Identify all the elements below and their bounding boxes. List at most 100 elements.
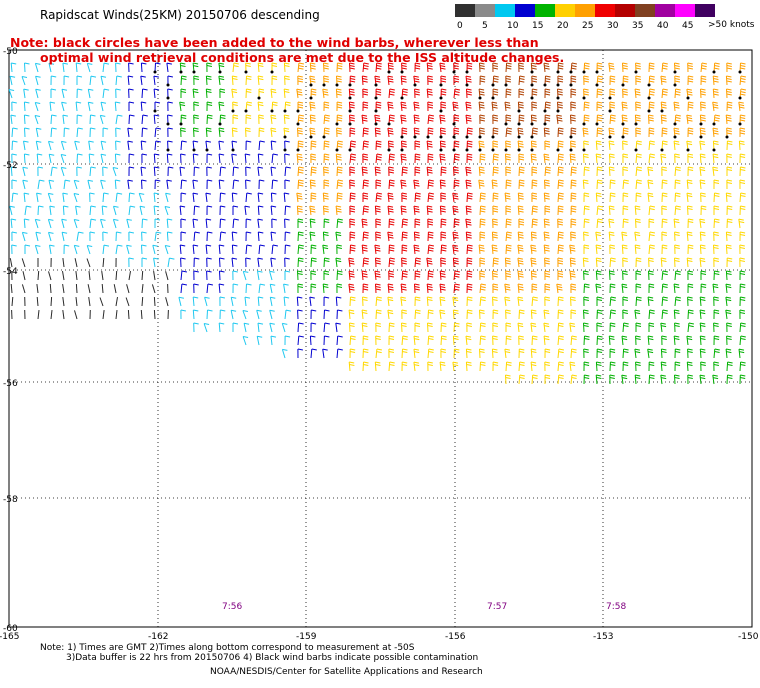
barb-flag: [493, 257, 499, 260]
barb-flag: [714, 312, 720, 314]
barb-flag: [687, 65, 693, 67]
barb-flag: [701, 78, 707, 80]
barb-shaft: [270, 232, 273, 242]
barb-flag: [687, 93, 693, 96]
barb-flag: [363, 288, 369, 291]
wind-barb: [154, 218, 161, 228]
barb-shaft: [674, 88, 677, 99]
wind-barb: [269, 322, 275, 333]
barb-flag: [311, 244, 317, 247]
barb-flag: [363, 179, 369, 182]
wind-barb: [101, 271, 104, 281]
barb-flag: [193, 153, 199, 156]
barb-flag: [726, 130, 732, 132]
barb-flag: [284, 153, 290, 156]
barb-flag: [415, 62, 421, 65]
contamination-dot: [452, 148, 456, 152]
barb-flag: [323, 75, 329, 78]
barb-flag: [583, 273, 589, 275]
barb-flag: [323, 192, 329, 195]
barb-flag: [713, 322, 719, 325]
barb-shaft: [348, 284, 351, 294]
wind-barb: [349, 231, 356, 242]
wind-barb: [465, 218, 472, 229]
barb-flag: [609, 130, 615, 133]
barb-flag: [466, 119, 472, 122]
barb-flag: [739, 244, 745, 247]
barb-flag: [557, 117, 563, 120]
wind-barb: [622, 62, 628, 73]
wind-barb: [310, 270, 316, 281]
barb-shaft: [530, 231, 533, 242]
barb-shaft: [453, 270, 456, 281]
barb-flag: [584, 119, 590, 122]
barb-flag: [649, 143, 655, 145]
contamination-dot: [452, 122, 456, 126]
barb-shaft: [86, 245, 91, 255]
wind-barb: [115, 62, 121, 73]
barb-flag: [726, 67, 732, 70]
barb-flag: [415, 197, 421, 200]
barb-flag: [623, 218, 629, 221]
barb-flag: [453, 114, 460, 117]
barb-shaft: [582, 257, 585, 268]
barb-flag: [571, 335, 577, 338]
wind-barb: [478, 127, 485, 139]
wind-barb: [621, 114, 628, 126]
barb-flag: [349, 179, 355, 182]
barb-flag: [662, 88, 668, 91]
barb-shaft: [712, 284, 715, 294]
barb-flag: [622, 143, 628, 145]
barb-flag: [635, 80, 641, 83]
barb-flag: [505, 309, 511, 312]
wind-barb: [557, 179, 564, 190]
wind-barb: [492, 218, 498, 229]
barb-flag: [492, 299, 498, 301]
wind-barb: [725, 192, 732, 203]
wind-barb: [75, 62, 82, 73]
barb-shaft: [530, 258, 533, 268]
wind-barb: [139, 205, 146, 216]
barb-flag: [740, 114, 746, 117]
barb-flag: [636, 156, 642, 158]
barb-shaft: [258, 244, 261, 255]
barb-shaft: [231, 192, 234, 203]
barb-flag: [518, 249, 524, 252]
wind-barb: [87, 101, 94, 112]
barb-flag: [231, 153, 237, 156]
wind-barb: [180, 218, 186, 229]
barb-flag: [270, 114, 276, 117]
barb-flag: [479, 93, 485, 96]
wind-barb: [530, 153, 537, 164]
barb-flag: [323, 166, 329, 169]
wind-barb: [166, 140, 173, 152]
barb-flag: [649, 106, 655, 109]
barb-flag: [674, 153, 680, 156]
wind-barb: [271, 75, 278, 86]
barb-flag: [348, 257, 354, 260]
barb-shaft: [297, 244, 300, 255]
barb-flag: [727, 221, 733, 223]
barb-flag: [570, 247, 576, 250]
barb-flag: [194, 257, 200, 260]
barb-shaft: [517, 271, 520, 281]
wind-barb: [570, 179, 577, 190]
wind-barb: [375, 231, 381, 242]
barb-flag: [480, 283, 486, 286]
barb-shaft: [426, 88, 429, 99]
barb-flag: [726, 132, 732, 135]
wind-barb: [271, 244, 278, 255]
barb-flag: [401, 262, 407, 265]
barb-flag: [178, 296, 184, 299]
barb-flag: [674, 234, 680, 236]
barb-flag: [336, 158, 342, 161]
barb-flag: [636, 166, 642, 169]
barb-shaft: [153, 166, 156, 177]
wind-barb: [479, 322, 486, 333]
barb-flag: [635, 117, 641, 119]
barb-shaft: [543, 192, 546, 203]
barb-flag: [440, 140, 446, 143]
wind-barb: [258, 283, 266, 294]
contamination-dot: [465, 135, 469, 139]
